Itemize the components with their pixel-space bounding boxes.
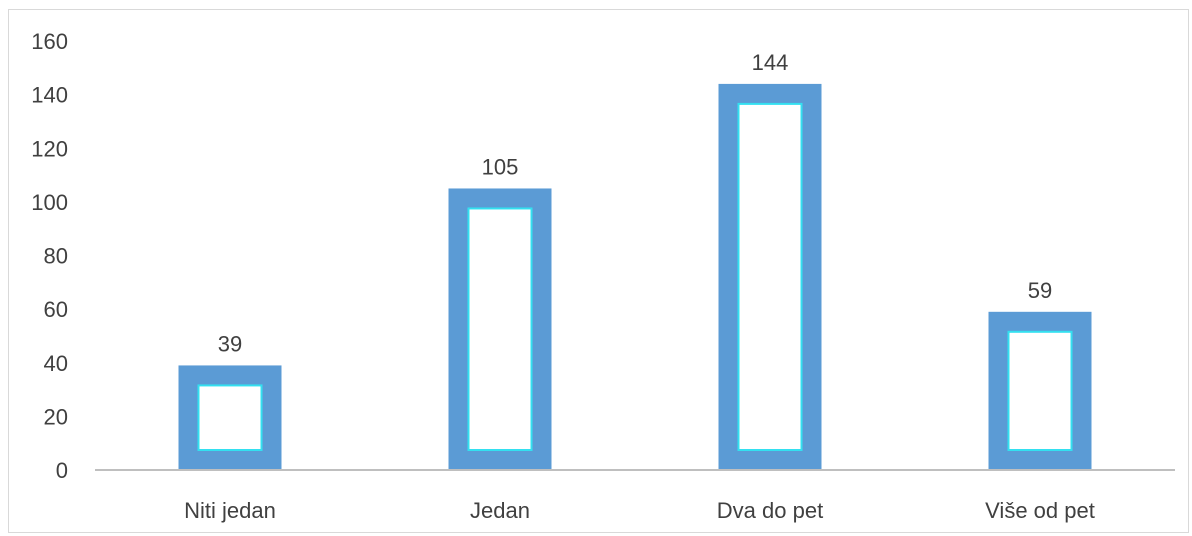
- y-tick-label: 100: [31, 190, 68, 215]
- y-tick-label: 120: [31, 136, 68, 161]
- bar: [988, 311, 1092, 470]
- y-tick-label: 140: [31, 83, 68, 108]
- y-tick-label: 160: [31, 29, 68, 54]
- bars: [178, 83, 1092, 471]
- data-label: 59: [1028, 278, 1052, 303]
- data-labels: 39 105 144 59: [218, 50, 1052, 357]
- y-tick-label: 20: [44, 404, 68, 429]
- data-label: 144: [752, 50, 789, 75]
- category-label: Više od pet: [985, 498, 1095, 523]
- y-axis-ticks: 0 20 40 60 80 100 120 140 160: [31, 29, 68, 483]
- category-label: Dva do pet: [717, 498, 823, 523]
- bar: [718, 83, 822, 471]
- category-label: Niti jedan: [184, 498, 276, 523]
- bar: [178, 365, 282, 470]
- y-tick-label: 60: [44, 297, 68, 322]
- y-tick-label: 0: [56, 458, 68, 483]
- y-tick-label: 40: [44, 351, 68, 376]
- data-label: 39: [218, 331, 242, 356]
- bar: [448, 188, 552, 470]
- bar-inner: [737, 102, 803, 452]
- category-label: Jedan: [470, 498, 530, 523]
- category-labels: Niti jedan Jedan Dva do pet Više od pet: [184, 498, 1095, 523]
- data-label: 105: [482, 154, 519, 179]
- bar-inner: [197, 384, 263, 451]
- y-tick-label: 80: [44, 244, 68, 269]
- bar-inner: [467, 207, 533, 451]
- bar-inner: [1007, 330, 1073, 451]
